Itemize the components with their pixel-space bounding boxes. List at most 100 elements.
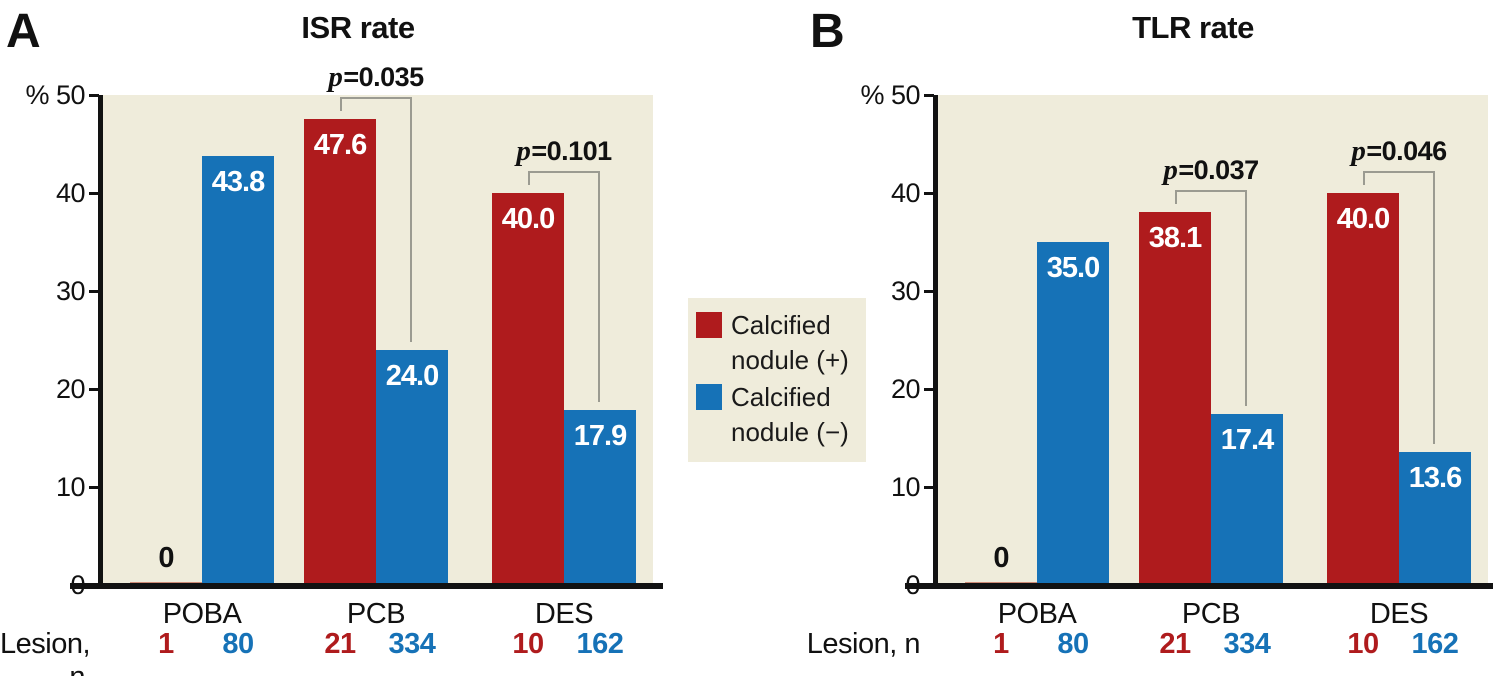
panel-letter-a: A: [6, 5, 41, 58]
y-tick-mark: [924, 584, 934, 587]
legend-label-positive: Calcified nodule (+): [731, 310, 849, 375]
bar-negative-DES: [1399, 452, 1471, 585]
legend-label-negative: Calcified nodule (−): [731, 382, 849, 447]
y-tick-mark: [89, 192, 99, 195]
y-tick-mark: [89, 94, 99, 97]
bracket-right-drop: [410, 97, 412, 342]
plot-area-a: 0 43.8 47.6 24.0 p=0.035 40.0 17.9 p=0.101: [103, 61, 653, 585]
y-tick-label: % 50: [25, 80, 85, 110]
y-tick-label: 30: [55, 276, 86, 306]
plot-area-b: 0 35.0 38.1 17.4 p=0.037 40.0 13.6 p=0.046: [938, 95, 1488, 585]
bar-positive-DES: [492, 193, 564, 585]
p-value-label: p=0.101: [516, 135, 612, 167]
bracket-right-drop: [598, 171, 600, 402]
bar-value-label: 47.6: [313, 129, 367, 161]
bar-value-label: 0: [158, 542, 174, 574]
lesion-count-positive-POBA: 1: [993, 628, 1009, 660]
bracket-left-tick: [1363, 171, 1365, 185]
y-tick-mark: [89, 486, 99, 489]
bar-value-label: 43.8: [211, 166, 265, 198]
y-tick-mark: [924, 388, 934, 391]
x-axis-line: [905, 583, 1493, 589]
bar-negative-PCB: [1211, 414, 1283, 585]
legend-item-calcified-nodule-positive: Calcified nodule (+): [696, 308, 858, 378]
y-tick-label: 0: [70, 570, 85, 600]
x-axis-line: [70, 583, 663, 589]
category-label-POBA: POBA: [997, 598, 1077, 630]
lesion-count-negative-PCB: 334: [388, 628, 436, 660]
bar-negative-PCB: [376, 350, 448, 585]
lesion-count-negative-DES: 162: [576, 628, 624, 660]
bar-positive-DES: [1327, 193, 1399, 585]
y-tick-label: 10: [55, 472, 86, 502]
lesion-count-negative-DES: 162: [1411, 628, 1459, 660]
y-tick-mark: [924, 192, 934, 195]
legend-swatch-blue-icon: [696, 384, 722, 410]
bar-value-label: 40.0: [1336, 203, 1390, 235]
y-tick-label: 20: [55, 374, 86, 404]
y-tick-mark: [89, 388, 99, 391]
lesion-row-label: Lesion, n: [0, 628, 91, 676]
bar-value-label: 24.0: [385, 360, 439, 392]
y-tick-label: % 50: [860, 80, 920, 110]
bracket-left-tick: [1175, 190, 1177, 204]
bar-value-label: 40.0: [501, 203, 555, 235]
y-axis-line: [933, 95, 938, 586]
chart-title-tlr: TLR rate: [1132, 10, 1254, 45]
y-tick-mark: [924, 94, 934, 97]
y-tick-mark: [924, 486, 934, 489]
bar-positive-PCB: [1139, 212, 1211, 585]
bracket-right-drop: [1245, 190, 1247, 406]
panel-letter-b: B: [810, 5, 845, 58]
legend-swatch-red-icon: [696, 312, 722, 338]
bracket-left-tick: [340, 97, 342, 111]
y-tick-mark: [924, 290, 934, 293]
lesion-count-negative-PCB: 334: [1223, 628, 1271, 660]
y-tick-mark: [89, 290, 99, 293]
bracket-horizontal: [340, 97, 412, 99]
bar-value-label: 17.4: [1220, 424, 1274, 456]
bar-value-label: 0: [993, 542, 1009, 574]
bracket-horizontal: [1175, 190, 1247, 192]
y-tick-label: 20: [890, 374, 921, 404]
category-label-PCB: PCB: [1181, 598, 1241, 630]
bar-value-label: 38.1: [1148, 222, 1202, 254]
category-label-DES: DES: [1369, 598, 1429, 630]
bar-value-label: 17.9: [573, 420, 627, 452]
bar-value-label: 13.6: [1408, 462, 1462, 494]
panel-a: A ISR rate 0 43.8 47.6 24.0 p=0.035 40.0 17.9 p…: [0, 0, 746, 676]
bracket-horizontal: [528, 171, 600, 173]
y-tick-mark: [89, 584, 99, 587]
lesion-count-positive-PCB: 21: [324, 628, 356, 660]
p-value-label: p=0.037: [1163, 154, 1259, 186]
y-axis-line: [98, 95, 103, 586]
lesion-count-positive-POBA: 1: [158, 628, 174, 660]
lesion-count-positive-DES: 10: [512, 628, 544, 660]
y-tick-label: 30: [890, 276, 921, 306]
category-label-POBA: POBA: [162, 598, 242, 630]
bracket-right-drop: [1433, 171, 1435, 444]
bar-value-label: 35.0: [1046, 252, 1100, 284]
y-tick-label: 40: [890, 178, 921, 208]
category-label-PCB: PCB: [346, 598, 406, 630]
bracket-left-tick: [528, 171, 530, 185]
bar-negative-POBA: [202, 156, 274, 585]
panel-b: B TLR rate 0 35.0 38.1 17.4 p=0.037 40.0 13.6 p…: [746, 0, 1493, 676]
legend-item-calcified-nodule-negative: Calcified nodule (−): [696, 380, 858, 450]
lesion-row-label: Lesion, n: [806, 628, 921, 660]
bar-negative-POBA: [1037, 242, 1109, 585]
category-label-DES: DES: [534, 598, 594, 630]
lesion-count-negative-POBA: 80: [1057, 628, 1089, 660]
lesion-count-positive-DES: 10: [1347, 628, 1379, 660]
y-tick-label: 0: [905, 570, 920, 600]
lesion-count-negative-POBA: 80: [222, 628, 254, 660]
legend: Calcified nodule (+) Calcified nodule (−): [688, 298, 866, 462]
lesion-count-positive-PCB: 21: [1159, 628, 1191, 660]
bar-positive-PCB: [304, 119, 376, 585]
y-tick-label: 40: [55, 178, 86, 208]
p-value-label: p=0.046: [1351, 135, 1447, 167]
p-value-label: p=0.035: [328, 61, 424, 93]
bracket-horizontal: [1363, 171, 1435, 173]
y-tick-label: 10: [890, 472, 921, 502]
